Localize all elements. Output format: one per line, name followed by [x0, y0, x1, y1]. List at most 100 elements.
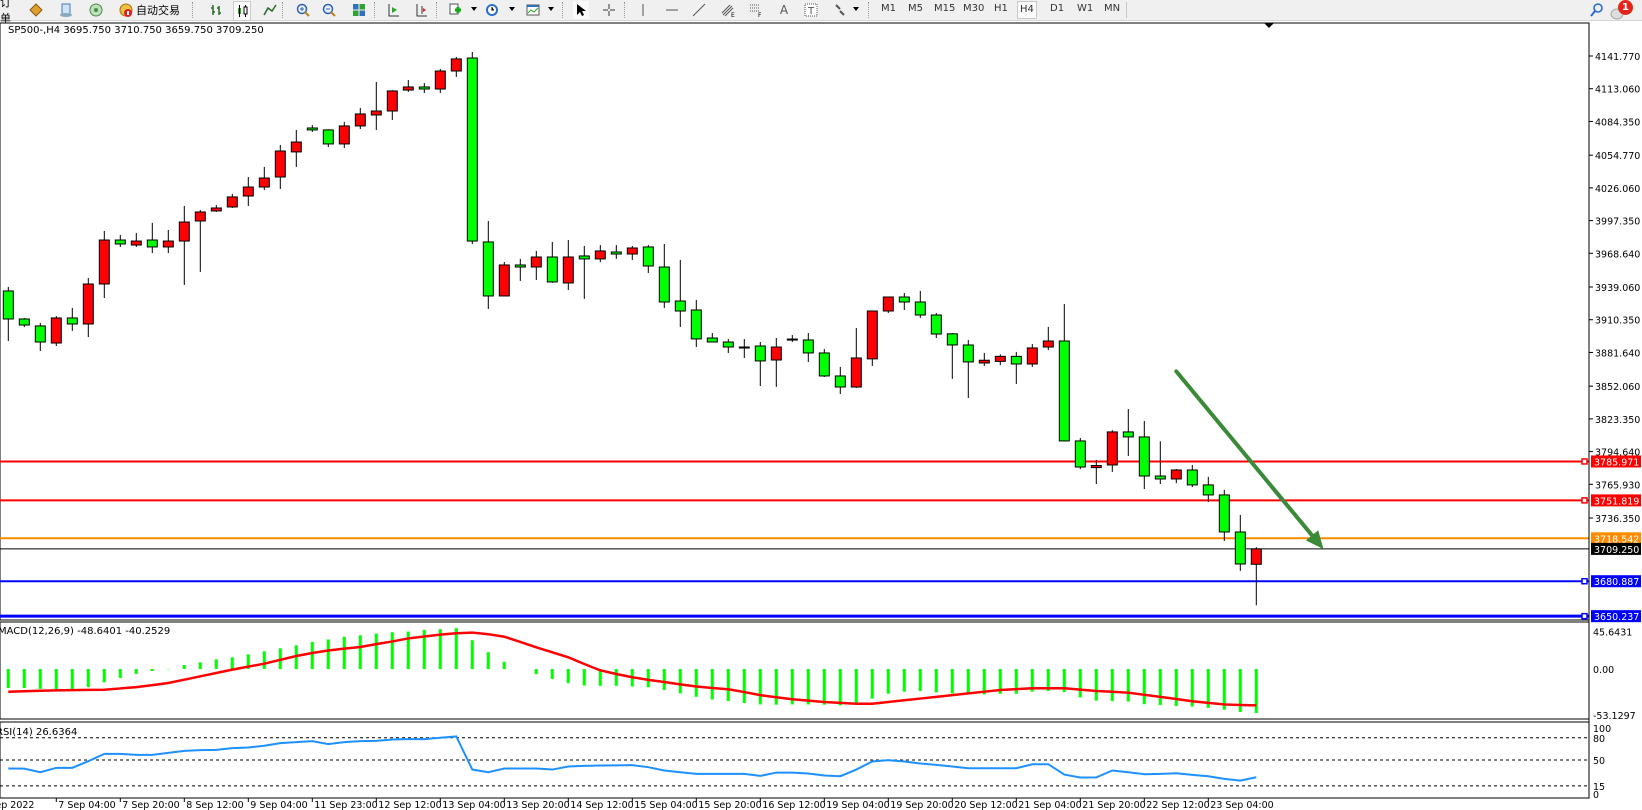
timeframe-m15[interactable]: M15 [934, 3, 956, 14]
time-axis-label: 19 Sep 04:00 [826, 800, 889, 810]
cursor-icon[interactable] [573, 1, 589, 19]
bear-candle [946, 333, 958, 379]
arrows-icon[interactable] [833, 1, 847, 19]
bear-candle [1218, 489, 1230, 541]
level-line-handle[interactable] [1581, 612, 1588, 620]
candle-body [866, 310, 878, 360]
auto-trading-icon [119, 3, 133, 17]
zoom-out-icon[interactable] [321, 1, 337, 19]
timeframe-h4[interactable]: H4 [1017, 1, 1037, 19]
periods-dropdown-icon[interactable] [509, 7, 515, 11]
arrows-dropdown-icon[interactable] [853, 7, 859, 11]
level-price-label: 3785.971 [1594, 457, 1639, 468]
timeframe-m30[interactable]: M30 [963, 3, 985, 14]
new-order-button[interactable]: 订单 [0, 0, 20, 25]
time-axis-label: 21 Sep 20:00 [1082, 800, 1145, 810]
text-icon[interactable]: A [779, 3, 789, 17]
bear-candle [66, 307, 78, 331]
notification-badge[interactable]: 1 [1618, 0, 1633, 15]
auto-trading-button[interactable]: 自动交易 [112, 1, 186, 19]
bull-candle [1106, 430, 1118, 472]
indicators-dropdown-icon[interactable] [471, 7, 477, 11]
tile-windows-icon[interactable] [351, 1, 367, 19]
svg-text:T: T [807, 6, 815, 17]
macd-label: MACD(12,26,9) -48.6401 -40.2529 [0, 626, 171, 637]
macd-panel-frame [0, 621, 1590, 720]
line-chart-icon[interactable] [262, 1, 278, 19]
expert-icon[interactable] [28, 1, 44, 19]
equidistant-channel-icon[interactable]: E [720, 1, 736, 19]
bull-candle [178, 205, 190, 285]
price-tick-label: 3794.640 [1595, 448, 1640, 459]
templates-icon[interactable] [525, 1, 541, 19]
zoom-in-icon[interactable] [295, 1, 311, 19]
candle-body [594, 250, 606, 260]
bear-candle [802, 333, 814, 362]
text-label-icon[interactable]: T [804, 1, 818, 19]
bear-candle [658, 243, 670, 308]
candle-body [178, 221, 190, 242]
candle-body [994, 355, 1006, 362]
new-order-label: 订单 [0, 0, 11, 25]
bar-chart-icon[interactable] [208, 1, 224, 19]
autoscroll-icon[interactable] [385, 1, 401, 19]
bear-candle [1058, 303, 1070, 442]
level-line-handle[interactable] [1581, 458, 1588, 465]
bear-candle [546, 241, 558, 283]
periods-icon[interactable] [484, 1, 500, 19]
candle-body [706, 337, 718, 343]
time-axis-label: 6 Sep 2022 [0, 800, 34, 810]
chart-shift-marker[interactable] [1264, 23, 1274, 28]
level-price-label: 3718.542 [1594, 534, 1639, 545]
candlestick-icon[interactable] [233, 1, 251, 21]
crosshair-icon[interactable] [601, 1, 617, 19]
level-line-handle[interactable] [1581, 577, 1588, 585]
indicators-icon[interactable] [447, 1, 463, 19]
bear-candle [1074, 437, 1086, 470]
bear-candle [1138, 420, 1150, 490]
bull-candle [882, 296, 894, 313]
rsi-axis-label: 100 [1593, 724, 1611, 735]
level-line-handle[interactable] [1581, 497, 1588, 504]
price-tick-label: 3736.350 [1595, 514, 1640, 525]
history-icon[interactable] [58, 1, 74, 19]
bear-candle [610, 245, 622, 259]
timeframe-w1[interactable]: W1 [1077, 3, 1094, 14]
bull-candle [338, 121, 350, 148]
candle-body [1186, 469, 1198, 486]
timeframe-m1[interactable]: M1 [881, 3, 896, 14]
time-axis-label: 7 Sep 20:00 [122, 800, 179, 810]
candle-body [930, 314, 942, 335]
trend-arrow-shaft[interactable] [1174, 369, 1315, 538]
time-axis-label: 23 Sep 04:00 [1210, 800, 1273, 810]
candle-body [370, 110, 382, 116]
candle-body [482, 241, 494, 297]
signals-icon[interactable] [88, 1, 104, 19]
trendline-icon[interactable] [692, 1, 706, 19]
bear-candle [1202, 476, 1214, 503]
candle-body [466, 57, 478, 242]
candle-body [1154, 475, 1166, 480]
candle-body [546, 256, 558, 283]
vertical-line-icon[interactable] [636, 1, 650, 19]
timeframe-mn[interactable]: MN [1104, 3, 1121, 14]
candle-body [722, 341, 734, 348]
bear-candle [690, 299, 702, 348]
candle-body [610, 251, 622, 255]
timeframe-h1[interactable]: H1 [994, 3, 1008, 14]
fibonacci-icon[interactable]: F [748, 1, 764, 19]
time-axis-label: 8 Sep 12:00 [186, 800, 243, 810]
chart-shift-icon[interactable] [413, 1, 429, 19]
timeframe-d1[interactable]: D1 [1050, 3, 1065, 14]
time-axis-label: 15 Sep 20:00 [698, 800, 761, 810]
templates-dropdown-icon[interactable] [548, 7, 554, 11]
rsi-axis-label: 15 [1593, 782, 1605, 793]
timeframe-m5[interactable]: M5 [908, 3, 923, 14]
candle-body [402, 86, 414, 91]
search-icon[interactable] [1589, 1, 1605, 19]
trend-arrow-head[interactable] [1305, 530, 1324, 550]
horizontal-line-icon[interactable] [665, 1, 679, 19]
bull-candle [498, 262, 510, 297]
candle-body [194, 211, 206, 222]
